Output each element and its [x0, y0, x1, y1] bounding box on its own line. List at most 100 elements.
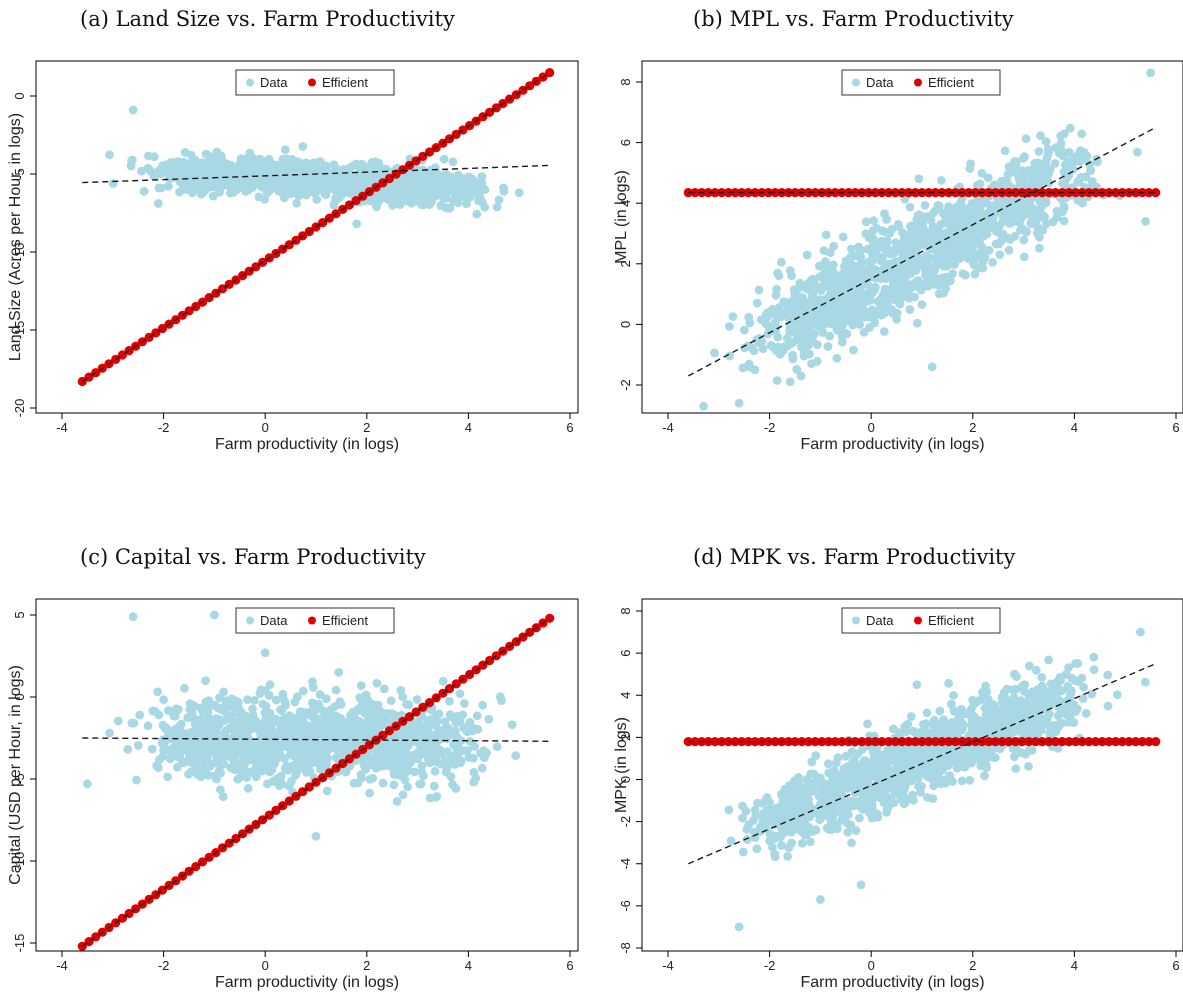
data-point-outlier: [443, 203, 453, 213]
data-point: [975, 207, 985, 216]
x-tick-label: 4: [1071, 420, 1078, 435]
data-point: [1035, 232, 1044, 242]
data-point: [477, 763, 487, 773]
legend: Data Efficient: [841, 69, 1001, 96]
data-point: [1082, 151, 1092, 161]
data-point: [1056, 139, 1066, 148]
legend: Data Efficient: [235, 69, 395, 96]
data-point: [153, 199, 163, 208]
data-point: [951, 234, 960, 244]
data-point: [836, 327, 845, 336]
data-point: [237, 155, 246, 165]
data-point: [351, 159, 361, 169]
data-point: [768, 304, 778, 314]
data-point: [219, 759, 229, 769]
data-point: [786, 322, 795, 332]
data-point: [287, 748, 296, 757]
data-point: [882, 808, 892, 817]
data-point: [949, 241, 959, 251]
data-point: [335, 697, 345, 707]
data-point: [271, 695, 281, 705]
data-point: [412, 175, 422, 184]
data-point: [339, 175, 348, 185]
data-point: [949, 691, 958, 700]
data-point: [865, 323, 874, 332]
data-point: [283, 763, 293, 773]
data-point: [851, 293, 861, 303]
data-point: [1013, 169, 1023, 179]
data-point-outlier: [514, 188, 524, 198]
data-point: [875, 255, 885, 264]
data-point: [334, 193, 344, 203]
data-point: [908, 234, 917, 244]
data-point: [922, 255, 932, 265]
efficient-point: [1010, 188, 1021, 198]
data-point: [916, 285, 926, 295]
data-point: [255, 159, 265, 168]
data-point: [1029, 204, 1039, 214]
data-point: [216, 785, 225, 795]
data-point: [411, 750, 421, 759]
data-point: [175, 751, 185, 761]
x-tick-label: 6: [566, 420, 573, 435]
y-tick-label: -5: [12, 773, 27, 785]
x-tick-label: 4: [465, 958, 472, 973]
data-point: [893, 220, 903, 229]
data-point: [388, 201, 397, 210]
data-point: [297, 736, 307, 745]
data-point: [199, 743, 208, 752]
data-point: [159, 695, 169, 705]
data-point: [349, 778, 359, 788]
y-tick-label: 0: [12, 693, 27, 700]
data-point: [1044, 178, 1054, 188]
y-axis-title: Capital (USD per Hour, in logs): [7, 665, 24, 885]
x-axis-title: Farm productivity (in logs): [800, 436, 984, 453]
data-point: [931, 274, 941, 284]
efficient-point: [703, 188, 713, 198]
data-point: [808, 331, 817, 340]
data-point: [944, 227, 954, 236]
x-tick-label: 0: [262, 420, 269, 435]
x-tick-label: 0: [262, 958, 269, 973]
data-point: [419, 200, 429, 209]
data-point: [244, 185, 254, 195]
data-point: [854, 305, 863, 315]
data-point: [171, 173, 181, 182]
data-point: [415, 779, 425, 789]
data-point: [232, 176, 241, 186]
x-tick-label: 6: [1172, 420, 1179, 435]
data-point: [436, 201, 446, 211]
data-point: [1034, 147, 1044, 156]
data-point: [154, 710, 164, 720]
data-point: [740, 343, 749, 353]
data-point: [1087, 689, 1097, 699]
data-point: [922, 708, 932, 718]
data-point: [147, 744, 157, 754]
data-point: [1076, 146, 1085, 156]
data-point: [909, 265, 919, 275]
data-point: [782, 310, 792, 320]
x-axis-title: Farm productivity (in logs): [215, 974, 399, 991]
legend-efficient-marker: [308, 616, 316, 625]
data-point: [212, 774, 221, 784]
data-point: [246, 716, 256, 726]
data-point: [1050, 159, 1060, 168]
data-point: [364, 727, 374, 737]
legend-efficient-label: Efficient: [322, 613, 368, 628]
data-point: [156, 183, 166, 193]
data-point: [869, 239, 878, 249]
data-point: [286, 726, 296, 736]
data-point: [866, 295, 875, 305]
data-point: [207, 746, 217, 756]
data-point: [164, 181, 173, 191]
data-point: [1081, 172, 1091, 182]
data-point: [968, 257, 978, 267]
data-point: [135, 710, 145, 720]
data-point: [1011, 764, 1021, 773]
data-point: [1015, 200, 1025, 209]
data-point: [329, 160, 339, 170]
data-point: [980, 216, 990, 226]
data-point: [1064, 663, 1073, 672]
y-tick-label: 5: [12, 611, 27, 618]
efficient-point: [545, 613, 555, 623]
